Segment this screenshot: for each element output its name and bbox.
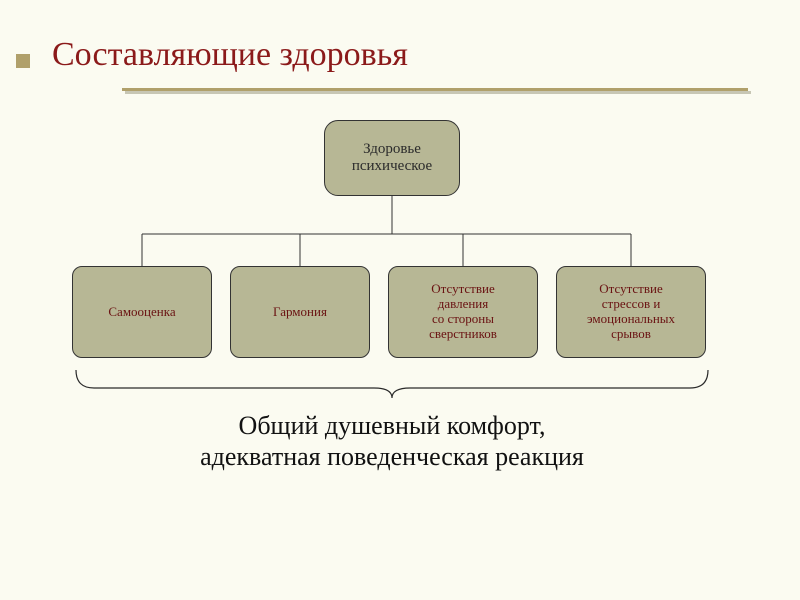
leaf-node-n4: Отсутствиестрессов иэмоциональныхсрывов	[556, 266, 706, 358]
title-row: Составляющие здоровья	[52, 36, 748, 74]
summary-text: Общий душевный комфорт, адекватная повед…	[72, 410, 712, 472]
org-chart: Общий душевный комфорт, адекватная повед…	[72, 120, 712, 380]
summary-line-2: адекватная поведенческая реакция	[200, 442, 584, 471]
title-accent-square	[16, 54, 30, 68]
slide-title: Составляющие здоровья	[52, 36, 748, 74]
summary-line-1: Общий душевный комфорт,	[239, 411, 546, 440]
curly-brace	[72, 364, 712, 402]
leaf-node-n2: Гармония	[230, 266, 370, 358]
root-node: Здоровьепсихическое	[324, 120, 460, 196]
leaf-node-n3: Отсутствиедавлениясо сторонысверстников	[388, 266, 538, 358]
leaf-node-n1: Самооценка	[72, 266, 212, 358]
title-underline	[122, 88, 748, 92]
slide: Составляющие здоровья Общий душевный ком…	[0, 0, 800, 600]
